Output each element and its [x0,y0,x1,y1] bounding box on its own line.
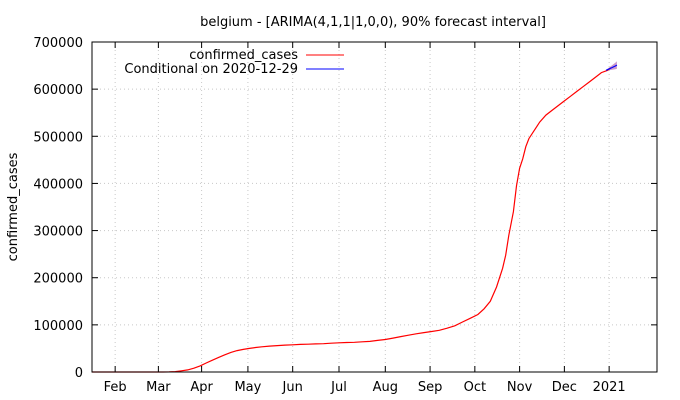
y-axis-label: confirmed_cases [6,152,21,261]
series-line-1 [605,64,618,71]
tick-layer: 0 100000 200000 300000 400000 500000 600000 700… [33,36,657,395]
y-tick-label: 600000 [33,83,83,98]
x-tick-label: Sep [418,380,443,395]
y-tick-label: 0 [75,366,83,381]
x-tick-label: May [234,380,261,395]
chart-title: belgium - [ARIMA(4,1,1|1,0,0), 90% forec… [200,15,546,30]
x-tick-label: Feb [104,380,127,395]
x-tick-label: Jul [330,380,347,395]
y-tick-label: 200000 [33,272,83,287]
legend-label-confirmed-cases: confirmed_cases [189,48,298,63]
x-tick-label: Aug [373,380,398,395]
x-tick-label: Dec [552,380,577,395]
x-tick-label: 2021 [593,380,626,395]
series-layer [92,64,618,373]
x-tick-label: Nov [507,380,533,395]
x-tick-label: Apr [190,380,213,395]
y-tick-label: 100000 [33,319,83,334]
y-tick-label: 300000 [33,225,83,240]
y-tick-label: 700000 [33,36,83,51]
y-tick-label: 400000 [33,177,83,192]
series-line-0 [92,67,612,373]
x-tick-label: Mar [146,380,171,395]
x-tick-label: Jun [282,380,303,395]
x-tick-label: Oct [464,380,486,395]
legend-label-conditional: Conditional on 2020-12-29 [124,62,298,77]
plot-frame [91,41,658,373]
legend: confirmed_cases Conditional on 2020-12-2… [124,48,344,77]
y-tick-label: 500000 [33,130,83,145]
